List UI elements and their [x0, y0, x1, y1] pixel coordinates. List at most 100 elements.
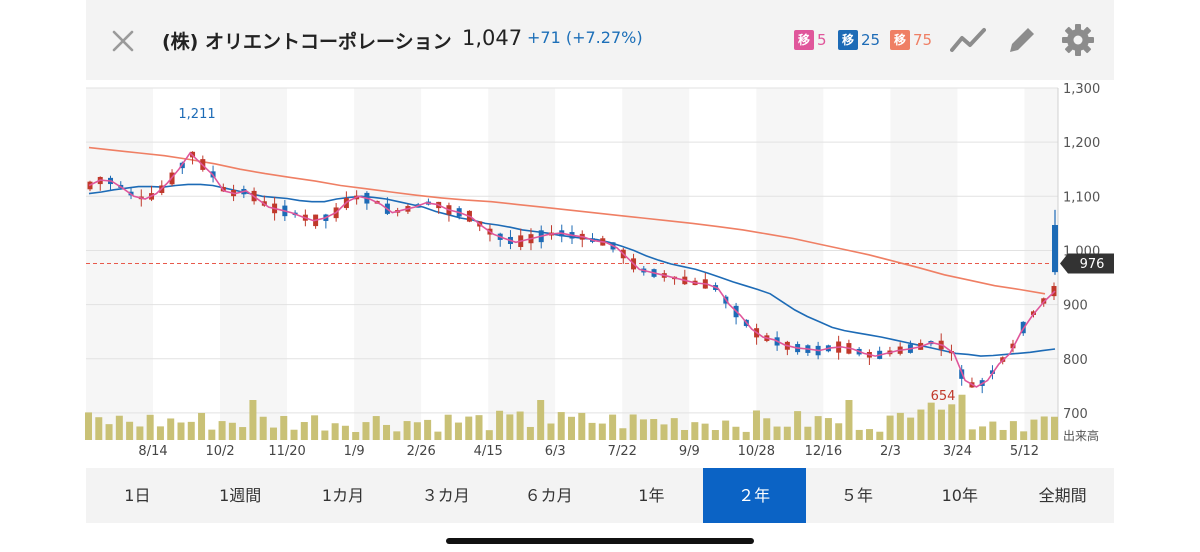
volume-bar [372, 416, 380, 440]
tab-period-7[interactable]: ５年 [840, 486, 873, 505]
tab-period-3[interactable]: ３カ月 [421, 486, 470, 505]
low-annotation: 654 [931, 389, 956, 404]
volume-bar [681, 429, 689, 440]
volume-bar [249, 400, 257, 440]
ma75-badge: 移 [890, 30, 910, 50]
chart-band [86, 88, 154, 440]
volume-bar [383, 424, 391, 440]
volume-bar [1030, 419, 1038, 440]
volume-bar [629, 414, 637, 440]
chart-band [823, 88, 891, 440]
volume-bar [578, 412, 586, 440]
x-tick-label: 4/15 [474, 444, 503, 459]
volume-bar [126, 421, 134, 440]
volume-bar [1009, 421, 1017, 440]
volume-bar [259, 416, 267, 440]
chart-background [86, 88, 1058, 440]
volume-bar [1020, 431, 1028, 440]
ma25-period: 25 [861, 31, 881, 49]
volume-bar [855, 429, 863, 440]
volume-bar [537, 400, 545, 440]
y-tick-label: 800 [1063, 353, 1088, 368]
volume-bar [526, 426, 534, 440]
stock-name: (株) オリエントコーポレーション [162, 31, 452, 53]
volume-bar [752, 410, 760, 440]
volume-bar [331, 423, 339, 440]
volume-bar [198, 412, 206, 440]
volume-bar [948, 404, 956, 440]
volume-bar [85, 412, 92, 440]
price-change: +71 (+7.27%) [527, 28, 643, 47]
volume-bar [619, 428, 627, 440]
chart-band [890, 88, 958, 440]
x-tick-label: 1/9 [344, 444, 365, 459]
chart-band [689, 88, 757, 440]
header-bar: (株) オリエントコーポレーション 1,047 +71 (+7.27%) 移 5… [86, 0, 1114, 80]
ma25-toggle[interactable]: 移 25 [838, 30, 880, 50]
volume-bar [979, 426, 987, 440]
volume-bar [424, 419, 432, 440]
ma75-toggle[interactable]: 移 75 [890, 30, 932, 50]
volume-bar [650, 419, 658, 440]
ma5-toggle[interactable]: 移 5 [794, 30, 827, 50]
volume-bar [609, 414, 617, 440]
tab-period-5[interactable]: 1年 [638, 486, 665, 505]
y-tick-label: 900 [1063, 299, 1088, 314]
volume-bar [506, 414, 514, 440]
volume-bar [208, 429, 216, 440]
volume-bar [639, 419, 647, 440]
volume-bar [670, 418, 678, 440]
tab-period-2[interactable]: 1カ月 [321, 486, 365, 505]
volume-bar [413, 422, 421, 440]
volume-bar [835, 423, 843, 440]
volume-bar [115, 415, 123, 440]
ma5-line [88, 151, 1056, 388]
volume-bar [341, 425, 349, 440]
volume-bar [660, 424, 668, 440]
ma5-period: 5 [817, 31, 827, 49]
volume-bar [598, 423, 606, 440]
x-tick-label: 5/12 [1010, 444, 1039, 459]
y-tick-label: 1,300 [1063, 82, 1100, 97]
tab-period-0[interactable]: 1日 [124, 486, 151, 505]
volume-bar [711, 430, 719, 440]
volume-bar [917, 409, 925, 440]
tab-period-9[interactable]: 全期間 [1038, 486, 1087, 505]
close-icon[interactable] [110, 28, 136, 54]
volume-bar [290, 429, 298, 440]
high-annotation: 1,211 [178, 107, 215, 122]
volume-bar [177, 422, 185, 440]
grid-lines [86, 87, 1059, 440]
y-tick-label: 700 [1063, 407, 1088, 422]
volume-bar [454, 422, 462, 440]
line-chart-icon[interactable] [950, 22, 986, 58]
x-tick-label: 11/20 [268, 444, 305, 459]
candle-body [1052, 225, 1058, 273]
home-indicator [446, 538, 754, 544]
x-tick-label: 6/3 [545, 444, 566, 459]
volume-bar [321, 430, 329, 440]
volume-bar [156, 426, 164, 440]
tab-period-1[interactable]: 1週間 [219, 486, 262, 505]
volume-bar [773, 426, 781, 440]
volume-bar [352, 431, 360, 440]
volume-bar [794, 411, 802, 440]
gear-icon[interactable] [1060, 22, 1096, 58]
volume-bar [968, 429, 976, 440]
volume-bar [485, 430, 493, 440]
tab-period-8[interactable]: 10年 [941, 486, 978, 505]
stock-price: 1,047 [462, 26, 523, 50]
volume-bar [999, 429, 1007, 440]
volume-bar [937, 409, 945, 440]
tab-period-6[interactable]: ２年 [702, 468, 806, 523]
volume-bar [763, 418, 771, 440]
volume-bar [311, 415, 319, 440]
pencil-icon[interactable] [1004, 22, 1040, 58]
chart-band [287, 88, 355, 440]
tab-period-4[interactable]: ６カ月 [524, 486, 573, 505]
volume-bar [516, 411, 524, 440]
x-tick-label: 2/26 [407, 444, 436, 459]
x-tick-label: 12/16 [805, 444, 842, 459]
ma25-badge: 移 [838, 30, 858, 50]
